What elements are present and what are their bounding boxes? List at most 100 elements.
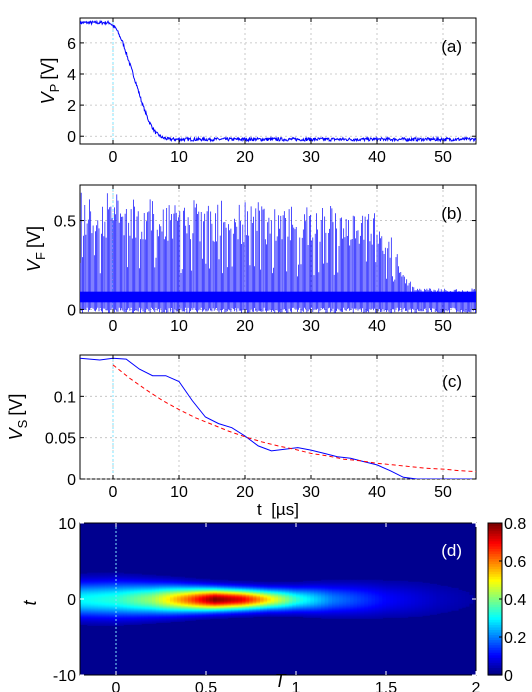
heatmap-cell: [299, 584, 304, 587]
heatmap-cell: [234, 606, 239, 608]
heatmap-cell: [443, 605, 448, 607]
heatmap-cell: [80, 587, 85, 590]
heatmap-cell: [80, 599, 85, 601]
heatmap-cell: [335, 594, 340, 597]
heatmap-cell: [346, 606, 351, 608]
heatmap-cell: [436, 606, 441, 608]
heatmap-cell: [108, 623, 113, 625]
x-tick-label-b: 10: [170, 318, 188, 335]
heatmap-cell: [432, 594, 437, 597]
heatmap-cell: [375, 590, 380, 593]
heatmap-cell: [400, 593, 405, 596]
heatmap-cell: [425, 585, 430, 588]
heatmap-cell: [278, 602, 283, 604]
heatmap-cell: [155, 589, 160, 592]
heatmap-cell: [134, 576, 139, 579]
heatmap-cell: [231, 587, 236, 590]
heatmap-cell: [418, 614, 423, 616]
heatmap-cell: [357, 615, 362, 617]
heatmap-cell: [105, 620, 110, 622]
heatmap-cell: [350, 584, 355, 587]
heatmap-cell: [328, 606, 333, 608]
heatmap-cell: [159, 611, 164, 613]
heatmap-cell: [90, 612, 95, 614]
heatmap-cell: [371, 584, 376, 587]
heatmap-cell: [245, 609, 250, 611]
heatmap-cell: [274, 597, 279, 600]
heatmap-cell: [324, 585, 329, 588]
heatmap-cell: [450, 597, 455, 600]
heatmap-cell: [429, 602, 434, 604]
heatmap-cell: [432, 600, 437, 602]
heatmap-cell: [292, 599, 297, 601]
heatmap-cell: [447, 603, 452, 605]
heatmap-cell: [173, 604, 178, 606]
heatmap-cell: [314, 593, 319, 596]
heatmap-cell: [170, 578, 175, 581]
heatmap-cell: [350, 608, 355, 610]
heatmap-cell: [360, 609, 365, 611]
heatmap-cell: [342, 590, 347, 593]
heatmap-cell: [242, 593, 247, 596]
heatmap-cell: [296, 591, 301, 594]
heatmap-cell: [202, 581, 207, 584]
heatmap-cell: [184, 589, 189, 592]
heatmap-cell: [368, 602, 373, 604]
heatmap-cell: [216, 612, 221, 614]
heatmap-cell: [422, 590, 427, 593]
heatmap-cell: [108, 622, 113, 624]
heatmap-cell: [339, 608, 344, 610]
heatmap-cell: [263, 613, 268, 615]
heatmap-cell: [101, 607, 106, 609]
heatmap-cell: [90, 574, 95, 577]
heatmap-cell: [216, 610, 221, 612]
heatmap-cell: [368, 616, 373, 618]
heatmap-cell: [281, 599, 286, 601]
heatmap-cell: [105, 618, 110, 620]
heatmap-cell: [173, 612, 178, 614]
heatmap-cell: [144, 580, 149, 583]
heatmap-cell: [206, 581, 211, 584]
heatmap-cell: [170, 584, 175, 587]
heatmap-cell: [389, 612, 394, 614]
heatmap-cell: [339, 590, 344, 593]
heatmap-cell: [429, 594, 434, 597]
heatmap-cell: [299, 595, 304, 598]
heatmap-cell: [429, 587, 434, 590]
heatmap-cell: [173, 580, 178, 583]
heatmap-cell: [227, 596, 232, 599]
heatmap-cell: [335, 612, 340, 614]
heatmap-cell: [461, 591, 466, 594]
heatmap-cell: [119, 593, 124, 596]
heatmap-cell: [303, 587, 308, 590]
heatmap-cell: [170, 606, 175, 608]
heatmap-cell: [386, 597, 391, 600]
heatmap-cell: [468, 596, 473, 599]
heatmap-cell: [252, 600, 257, 602]
heatmap-cell: [310, 603, 315, 605]
heatmap-cell: [346, 612, 351, 614]
heatmap-cell: [314, 599, 319, 601]
heatmap-cell: [144, 593, 149, 596]
heatmap-cell: [148, 601, 153, 603]
heatmap-cell: [98, 614, 103, 616]
heatmap-cell: [119, 607, 124, 609]
heatmap-cell: [288, 591, 293, 594]
heatmap-cell: [206, 584, 211, 587]
heatmap-cell: [137, 604, 142, 606]
heatmap-cell: [155, 575, 160, 578]
heatmap-cell: [382, 607, 387, 609]
heatmap-cell: [436, 587, 441, 590]
heatmap-cell: [159, 610, 164, 612]
heatmap-cell: [231, 583, 236, 586]
heatmap-cell: [281, 591, 286, 594]
heatmap-cell: [346, 608, 351, 610]
heatmap-cell: [123, 585, 128, 588]
heatmap-cell: [332, 590, 337, 593]
heatmap-cell: [245, 608, 250, 610]
heatmap-cell: [141, 621, 146, 623]
heatmap-cell: [83, 616, 88, 618]
heatmap-cell: [332, 607, 337, 609]
heatmap-cell: [206, 582, 211, 585]
heatmap-cell: [123, 591, 128, 594]
